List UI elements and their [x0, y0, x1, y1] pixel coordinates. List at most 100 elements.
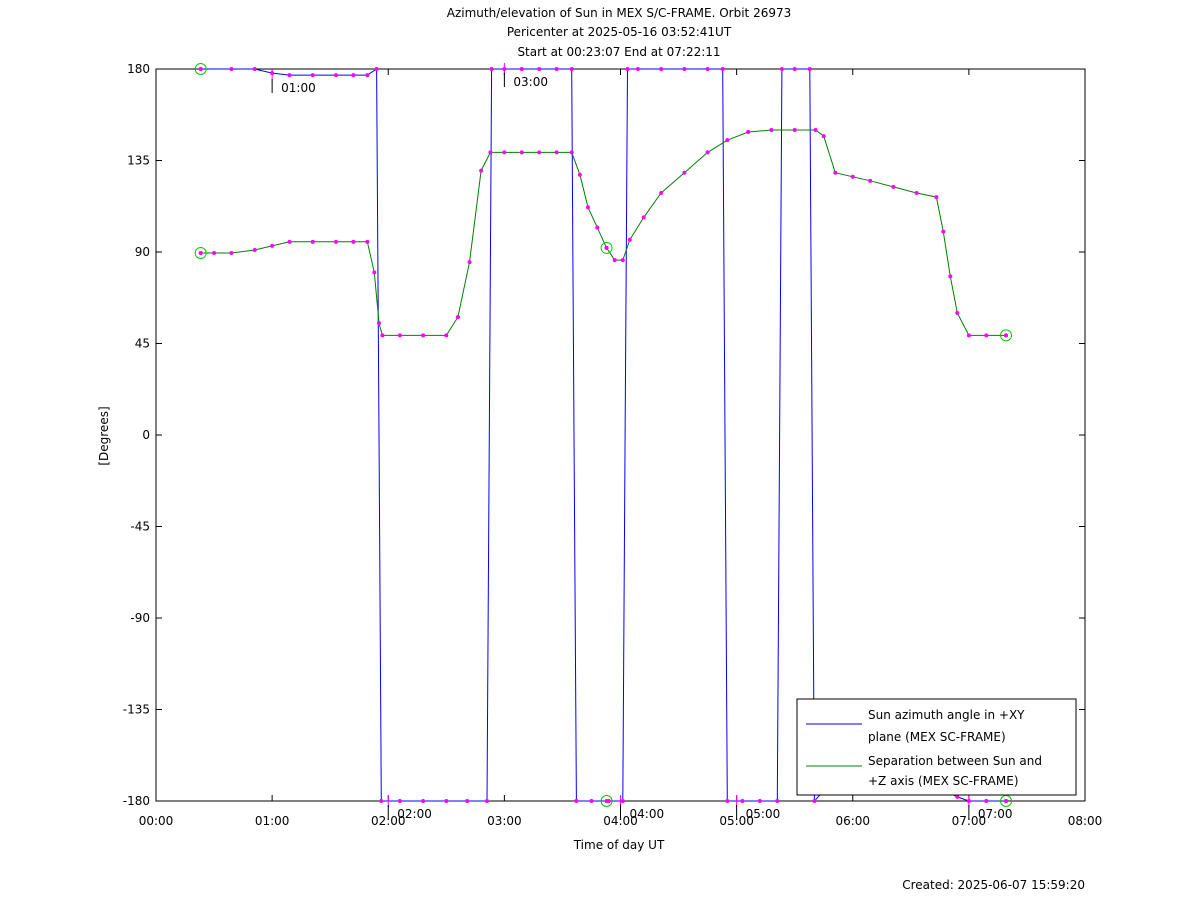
data-point-marker	[792, 128, 797, 132]
x-tick-label: 01:00	[255, 814, 290, 828]
data-point-marker	[955, 311, 960, 315]
data-point-marker	[519, 67, 524, 71]
hour-annotation-label: 03:00	[513, 75, 548, 89]
azimuth-series-line	[200, 68, 1006, 803]
data-point-marker	[569, 67, 574, 71]
data-point-marker	[488, 150, 493, 155]
data-point-marker	[310, 239, 315, 244]
x-tick-label: 03:00	[487, 814, 522, 828]
data-point-marker	[941, 229, 946, 234]
legend-label-separation-line-2: +Z axis (MEX SC-FRAME)	[868, 774, 1019, 788]
data-point-marker	[484, 799, 489, 803]
data-point-marker	[659, 191, 664, 196]
series-group	[200, 68, 1006, 803]
data-point-marker	[595, 225, 600, 230]
data-point-marker	[252, 247, 257, 252]
data-point-marker	[813, 128, 818, 132]
y-tick-label: 135	[127, 154, 150, 168]
x-tick-label: 07:00	[952, 814, 987, 828]
plot-frame	[155, 68, 1086, 802]
endpoint-circle	[600, 241, 613, 254]
data-point-marker	[757, 799, 762, 803]
data-point-marker	[519, 150, 524, 155]
data-point-marker	[397, 333, 402, 338]
data-point-marker	[574, 799, 579, 803]
data-point-marker	[955, 794, 960, 799]
data-point-marker	[479, 168, 484, 173]
hour-annotation-label: 05:00	[746, 807, 781, 821]
endpoint-dot	[1004, 799, 1009, 803]
data-point-marker	[792, 67, 797, 71]
data-point-marker	[779, 67, 784, 71]
data-point-marker	[537, 150, 542, 155]
data-point-marker	[612, 258, 617, 263]
data-point-marker	[807, 67, 812, 71]
hour-annotation-label: 02:00	[397, 807, 432, 821]
data-point-marker	[966, 333, 971, 338]
data-point-marker	[725, 799, 730, 803]
data-point-marker	[554, 150, 559, 155]
data-point-marker	[625, 67, 630, 71]
legend: Sun azimuth angle in +XY plane (MEX SC-F…	[796, 698, 1077, 796]
endpoint-circle	[600, 795, 613, 807]
data-point-marker	[467, 260, 472, 265]
hour-annotation-label: 01:00	[281, 81, 316, 95]
data-point-marker	[812, 799, 817, 803]
legend-box	[796, 698, 1077, 796]
separation-series-line	[200, 129, 1006, 336]
x-tick-label: 08:00	[1068, 814, 1103, 828]
data-point-marker	[397, 799, 402, 803]
data-point-marker	[554, 67, 559, 71]
data-point-marker	[850, 174, 855, 179]
data-point-marker	[376, 321, 381, 326]
data-point-marker	[374, 67, 379, 71]
data-point-marker	[270, 243, 275, 248]
data-point-marker	[620, 258, 625, 263]
endpoint-dot	[198, 67, 203, 71]
y-tick-label: 0	[142, 428, 150, 442]
endpoint-dot	[604, 799, 609, 803]
endpoint-circle	[194, 63, 207, 75]
y-tick-label: 90	[135, 245, 150, 259]
data-point-marker	[252, 67, 257, 71]
data-point-marker	[444, 799, 449, 803]
data-point-marker	[775, 799, 780, 803]
data-point-marker	[537, 67, 542, 71]
data-point-marker	[635, 67, 640, 71]
y-tick-label: -180	[123, 794, 150, 808]
data-point-marker	[372, 270, 377, 275]
annotations-group: 01:00 02:00 03:00 04:00 05:00 07:00	[271, 73, 1012, 821]
data-point-marker	[455, 315, 460, 320]
data-point-marker	[627, 237, 632, 242]
chart-title-line-1: Azimuth/elevation of Sun in MEX S/C-FRAM…	[447, 6, 792, 20]
data-point-marker	[333, 239, 338, 244]
y-tick-label: 180	[127, 62, 150, 76]
y-axis-label: [Degrees]	[97, 406, 111, 465]
data-point-marker	[682, 67, 687, 71]
chart-title-line-2: Pericenter at 2025-05-16 03:52:41UT	[507, 25, 732, 39]
x-axis-label: Time of day UT	[573, 838, 665, 852]
data-point-marker	[229, 251, 234, 256]
data-point-marker	[351, 73, 356, 78]
data-point-marker	[379, 799, 384, 803]
endpoint-dot	[604, 245, 609, 250]
data-point-marker	[577, 172, 582, 177]
data-point-marker	[444, 333, 449, 338]
data-point-marker	[465, 799, 470, 803]
x-tick-label: 00:00	[139, 814, 174, 828]
data-point-marker	[351, 239, 356, 244]
endpoint-circle	[1000, 329, 1013, 342]
data-point-marker	[212, 251, 217, 256]
data-point-marker	[380, 333, 385, 338]
created-timestamp: Created: 2025-06-07 15:59:20	[902, 878, 1085, 892]
data-point-marker	[620, 799, 625, 803]
data-point-marker	[984, 333, 989, 338]
endpoint-circle	[194, 247, 207, 260]
data-point-marker	[740, 799, 745, 803]
markers-group	[194, 63, 1013, 807]
data-point-marker	[421, 333, 426, 338]
data-point-marker	[705, 67, 710, 71]
data-point-marker	[310, 73, 315, 78]
data-point-marker	[725, 138, 730, 143]
